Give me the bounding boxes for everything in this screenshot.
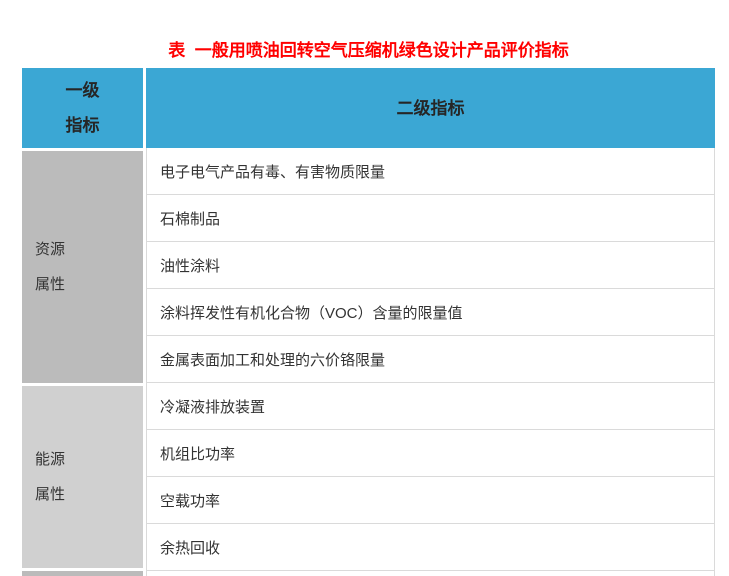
primary-indicator-header-line2: 指标 (65, 116, 100, 135)
secondary-indicator-text: 涂料挥发性有机化合物（VOC）含量的限量值 (160, 304, 463, 322)
secondary-indicator-header-cell: 二级指标 (146, 68, 715, 148)
primary-indicator-cell: 能源 属性 (22, 386, 143, 568)
secondary-indicator-column: 电子电气产品有毒、有害物质限量 石棉制品油性涂料涂料挥发性有机化合物（VOC）含量… (146, 148, 715, 576)
secondary-indicator-text: 机组比功率 (160, 445, 236, 463)
secondary-indicator-header-label: 二级指标 (396, 98, 465, 118)
secondary-indicator-row: 涂料挥发性有机化合物（VOC）含量的限量值 (147, 289, 714, 336)
secondary-indicator-row: 油性涂料 (147, 242, 714, 289)
indicator-table: 一级 指标 二级指标 资源 属性 能源 属性 电子电气产品有毒、有害物质限量 石棉制品油… (22, 68, 715, 576)
secondary-indicator-row: 金属表面加工和处理的六价铬限量 (147, 336, 714, 383)
table-body: 资源 属性 能源 属性 电子电气产品有毒、有害物质限量 石棉制品 油性涂料 涂料挥发性有机化… (22, 148, 715, 576)
secondary-indicator-text: 金属表面加工和处理的六价铬限量 (160, 351, 386, 369)
secondary-indicator-row: 电子电气产品有毒、有害物质限量 (147, 148, 714, 195)
secondary-indicator-row: 余热回收 (147, 524, 714, 571)
primary-indicator-header-cell: 一级 指标 (22, 68, 143, 148)
secondary-indicator-row: 空载功率 (147, 477, 714, 524)
secondary-indicator-text: 石棉制品 (160, 210, 221, 228)
secondary-indicator-text: 电子电气产品有毒、有害物质限量 (160, 163, 386, 181)
secondary-indicator-row: 石棉制品 (147, 195, 714, 242)
secondary-indicator-row: 机组比功率 (147, 430, 714, 477)
primary-indicator-label-line: 资源 (35, 241, 66, 258)
primary-indicator-label-line: 属性 (35, 276, 66, 293)
primary-indicator-label-line: 能源 (35, 451, 66, 468)
secondary-indicator-text: 空载功率 (160, 492, 221, 510)
secondary-indicator-text: 余热回收 (160, 539, 221, 557)
primary-indicator-cell (22, 571, 143, 576)
primary-indicator-header-line1: 一级 (65, 81, 100, 100)
primary-indicator-column: 资源 属性 能源 属性 (22, 148, 143, 576)
primary-indicator-label-line: 属性 (35, 486, 66, 503)
secondary-indicator-text: 冷凝液排放装置 (160, 398, 266, 416)
secondary-indicator-text: 油性涂料 (160, 257, 221, 275)
primary-indicator-cell: 资源 属性 (22, 151, 143, 383)
table-header-row: 一级 指标 二级指标 (22, 68, 715, 148)
table-title: 表 一般用喷油回转空气压缩机绿色设计产品评价指标 (168, 41, 569, 60)
secondary-indicator-row: 冷凝液排放装置 (147, 383, 714, 430)
